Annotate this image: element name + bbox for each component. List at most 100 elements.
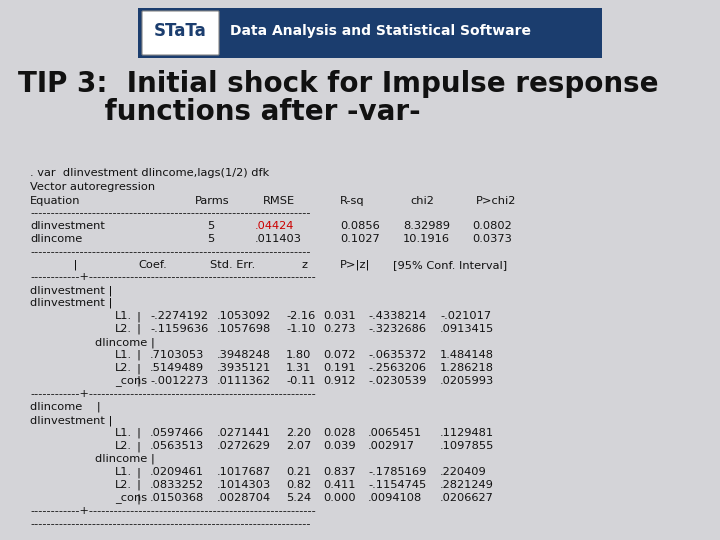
Text: -.1785169: -.1785169: [368, 467, 426, 477]
Text: _cons: _cons: [115, 493, 147, 503]
Text: 2.07: 2.07: [286, 441, 311, 451]
FancyBboxPatch shape: [142, 11, 219, 55]
Text: |: |: [137, 467, 141, 477]
Text: L1.: L1.: [115, 311, 132, 321]
Text: .04424: .04424: [255, 221, 294, 231]
Text: .0272629: .0272629: [217, 441, 271, 451]
Text: .0597466: .0597466: [150, 428, 204, 438]
Text: 5: 5: [207, 234, 215, 244]
Text: 5: 5: [207, 221, 215, 231]
Text: _cons: _cons: [115, 376, 147, 386]
Text: .0205993: .0205993: [440, 376, 494, 386]
Text: |: |: [137, 363, 141, 374]
Text: 0.072: 0.072: [323, 350, 356, 360]
Text: 0.0373: 0.0373: [472, 234, 512, 244]
Text: .0150368: .0150368: [150, 493, 204, 503]
Text: -.0012273: -.0012273: [150, 376, 208, 386]
Text: dlincome: dlincome: [30, 234, 82, 244]
Text: Coef.: Coef.: [138, 260, 167, 270]
Text: dlincome |: dlincome |: [95, 454, 155, 464]
Text: 1.286218: 1.286218: [440, 363, 494, 373]
Text: ------------+-------------------------------------------------------: ------------+---------------------------…: [30, 506, 316, 516]
Text: Vector autoregression: Vector autoregression: [30, 182, 155, 192]
Text: .0111362: .0111362: [217, 376, 271, 386]
Text: dlinvestment |: dlinvestment |: [30, 285, 112, 295]
Text: 0.912: 0.912: [323, 376, 356, 386]
Text: -.1154745: -.1154745: [368, 480, 426, 490]
Text: Equation: Equation: [30, 196, 81, 206]
Text: 1.484148: 1.484148: [440, 350, 494, 360]
Bar: [138, 8, 602, 58]
Text: .1057698: .1057698: [217, 324, 271, 334]
Text: .2821249: .2821249: [440, 480, 494, 490]
Text: STaTa: STaTa: [154, 22, 207, 40]
Text: .0028704: .0028704: [217, 493, 271, 503]
Text: -.4338214: -.4338214: [368, 311, 426, 321]
Text: -.2274192: -.2274192: [150, 311, 208, 321]
Text: 0.039: 0.039: [323, 441, 356, 451]
Text: -.3232686: -.3232686: [368, 324, 426, 334]
Text: 0.000: 0.000: [323, 493, 356, 503]
Text: .0913415: .0913415: [440, 324, 494, 334]
Text: . var  dlinvestment dlincome,lags(1/2) dfk: . var dlinvestment dlincome,lags(1/2) df…: [30, 168, 269, 178]
Text: 8.32989: 8.32989: [403, 221, 450, 231]
Text: |: |: [137, 441, 141, 451]
Text: -.021017: -.021017: [440, 311, 491, 321]
Text: 0.1027: 0.1027: [340, 234, 379, 244]
Text: [95% Conf. Interval]: [95% Conf. Interval]: [393, 260, 507, 270]
Text: dlincome |: dlincome |: [95, 337, 155, 348]
Text: 0.191: 0.191: [323, 363, 356, 373]
Text: .0209461: .0209461: [150, 467, 204, 477]
Text: Std. Err.: Std. Err.: [210, 260, 256, 270]
Text: R-sq: R-sq: [340, 196, 364, 206]
Text: dlinvestment |: dlinvestment |: [30, 298, 112, 308]
Text: .0094108: .0094108: [368, 493, 422, 503]
Text: z: z: [302, 260, 308, 270]
Text: TIP 3:  Initial shock for Impulse response: TIP 3: Initial shock for Impulse respons…: [18, 70, 659, 98]
Text: |: |: [137, 324, 141, 334]
Text: -.0635372: -.0635372: [368, 350, 426, 360]
Text: |: |: [30, 260, 78, 271]
Text: L2.: L2.: [115, 480, 132, 490]
Text: L1.: L1.: [115, 428, 132, 438]
Text: 0.82: 0.82: [286, 480, 311, 490]
Text: ------------+-------------------------------------------------------: ------------+---------------------------…: [30, 389, 316, 399]
Text: .1014303: .1014303: [217, 480, 271, 490]
Text: P>chi2: P>chi2: [476, 196, 516, 206]
Text: .220409: .220409: [440, 467, 487, 477]
Text: --------------------------------------------------------------------: ----------------------------------------…: [30, 208, 310, 218]
Text: --------------------------------------------------------------------: ----------------------------------------…: [30, 247, 310, 257]
Text: --------------------------------------------------------------------: ----------------------------------------…: [30, 519, 310, 529]
Text: -.1159636: -.1159636: [150, 324, 208, 334]
Text: 0.411: 0.411: [323, 480, 356, 490]
Text: .0065451: .0065451: [368, 428, 422, 438]
Text: |: |: [137, 480, 141, 490]
Text: ------------+-------------------------------------------------------: ------------+---------------------------…: [30, 272, 316, 282]
Text: 0.028: 0.028: [323, 428, 356, 438]
Text: P>|z|: P>|z|: [340, 260, 371, 271]
Text: .1017687: .1017687: [217, 467, 271, 477]
Text: -0.11: -0.11: [286, 376, 315, 386]
Text: .0271441: .0271441: [217, 428, 271, 438]
Text: .0563513: .0563513: [150, 441, 204, 451]
Text: 0.0856: 0.0856: [340, 221, 379, 231]
Text: dlinvestment: dlinvestment: [30, 221, 105, 231]
Text: -.0230539: -.0230539: [368, 376, 426, 386]
Text: .1097855: .1097855: [440, 441, 495, 451]
Text: 1.31: 1.31: [286, 363, 311, 373]
Text: L1.: L1.: [115, 350, 132, 360]
Text: -2.16: -2.16: [286, 311, 315, 321]
Text: |: |: [137, 493, 141, 503]
Text: |: |: [137, 350, 141, 361]
Text: 0.031: 0.031: [323, 311, 356, 321]
Text: .3948248: .3948248: [217, 350, 271, 360]
Text: 5.24: 5.24: [286, 493, 311, 503]
Text: -1.10: -1.10: [286, 324, 315, 334]
Text: .0206627: .0206627: [440, 493, 494, 503]
Text: 0.273: 0.273: [323, 324, 356, 334]
Text: Data Analysis and Statistical Software: Data Analysis and Statistical Software: [230, 24, 531, 38]
Text: -.2563206: -.2563206: [368, 363, 426, 373]
Text: 0.0802: 0.0802: [472, 221, 512, 231]
Text: 2.20: 2.20: [286, 428, 311, 438]
Text: L1.: L1.: [115, 467, 132, 477]
